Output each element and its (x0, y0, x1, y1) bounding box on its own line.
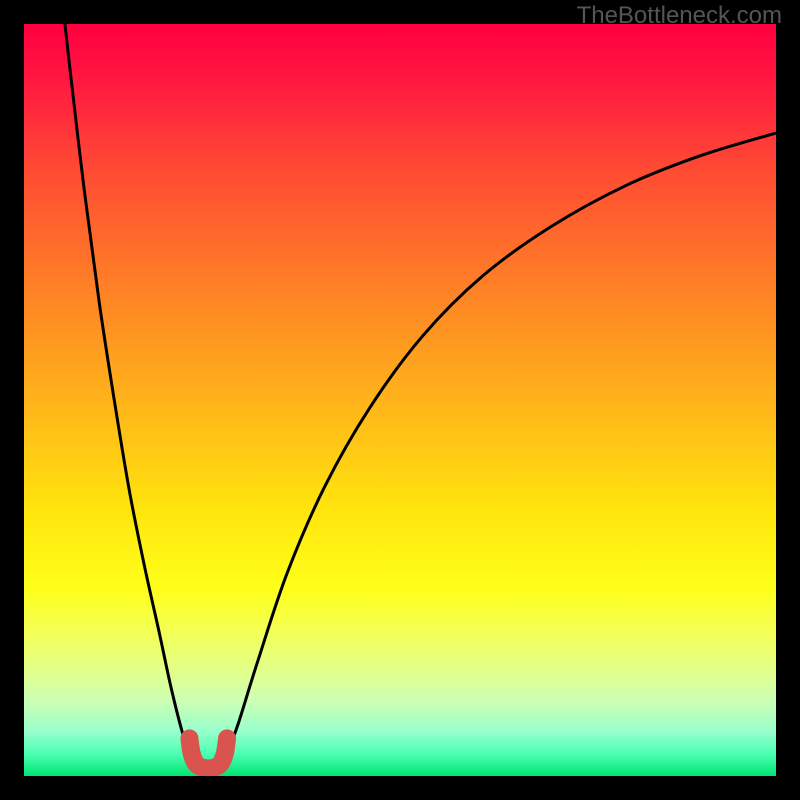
bottleneck-chart (0, 0, 800, 800)
watermark-text: TheBottleneck.com (577, 2, 782, 30)
chart-container: TheBottleneck.com (0, 0, 800, 800)
chart-background-gradient (24, 24, 776, 776)
